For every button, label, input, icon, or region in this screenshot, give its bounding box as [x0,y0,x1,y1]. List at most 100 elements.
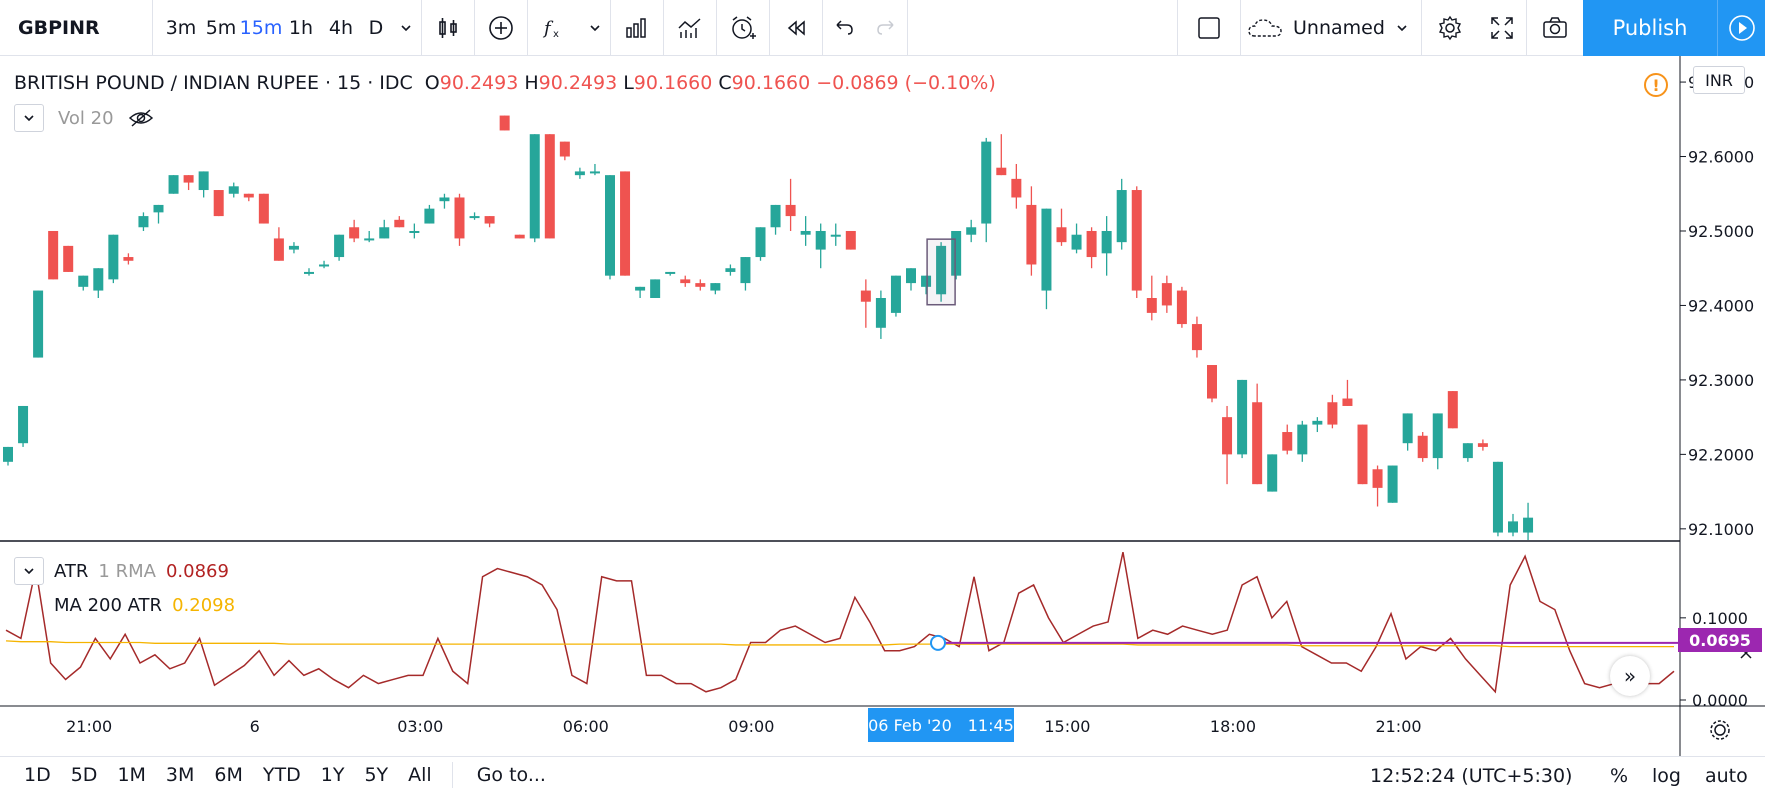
fullscreen-expand-icon[interactable] [1478,0,1526,56]
chevron-down-icon [24,568,34,575]
candle-body [1492,461,1503,533]
candle-body [755,227,766,258]
ma-atr-series-line [5,640,1674,648]
time-tick-label: 15:00 [1044,717,1090,736]
currency-label[interactable]: INR [1693,66,1745,94]
interval-4h[interactable]: 4h [328,16,354,39]
interval-1h[interactable]: 1h [288,16,314,39]
atr-collapse-button[interactable] [14,557,44,585]
compare-plus-icon[interactable] [475,0,527,56]
data-warning-icon[interactable]: ! [1644,73,1668,97]
candle-body [1131,190,1142,291]
indicators-chevron-icon[interactable] [580,0,610,56]
toolbar-divider [152,0,153,56]
auto-toggle[interactable]: auto [1705,764,1748,787]
range-3m[interactable]: 3M [165,764,195,786]
candle-body [1237,379,1248,455]
range-1d[interactable]: 1D [24,764,51,786]
candle-body [1462,443,1473,459]
toolbar-divider [1526,0,1527,56]
snapshot-camera-icon[interactable] [1527,0,1583,56]
candle-body [123,257,134,261]
log-toggle[interactable]: log [1652,764,1681,787]
symbol-legend: BRITISH POUND / INDIAN RUPEE · 15 · IDC … [14,72,996,94]
candle-body [1071,234,1082,250]
atr-legend: ATR 1 RMA 0.0869 MA 200 ATR 0.2098 [14,554,235,622]
candle-body [484,216,495,224]
toolbar-divider [1177,0,1178,56]
candle-body [198,171,209,191]
range-ytd[interactable]: YTD [262,764,301,786]
time-tick-label: 6 [250,717,260,736]
alert-clock-icon[interactable] [717,0,769,56]
candle-body [1387,465,1398,503]
candle-body [936,245,947,295]
hidden-eye-icon[interactable] [128,108,154,128]
toolbar-divider [663,0,664,56]
candle-body [1176,290,1187,325]
toolbar-divider [1421,0,1422,56]
scroll-to-realtime-button[interactable]: » [1610,656,1650,696]
candle-body [334,234,345,258]
toolbar-divider [1240,0,1241,56]
interval-15m[interactable]: 15m [239,16,283,39]
atr-tick-label: 0.0000 [1692,691,1748,710]
range-1y[interactable]: 1Y [320,764,345,786]
atr-value: 0.0869 [165,560,229,582]
interval-dropdown-chevron-icon[interactable] [391,0,421,56]
bottom-toolbar: 1D 5D 1M 3M 6M YTD 1Y 5Y All Go to... 12… [0,756,1765,793]
clock-timezone[interactable]: 12:52:24 (UTC+5:30) [1370,764,1573,787]
layout-name-button[interactable]: Unnamed [1241,0,1421,56]
price-tick-label: 92.6000 [1688,148,1754,167]
interval-3m[interactable]: 3m [165,16,197,39]
candle-body [183,175,194,183]
candle-body [258,193,269,224]
fullscreen-square-icon[interactable] [1178,0,1240,56]
candle-body [800,230,811,235]
financials-bar-icon[interactable] [611,0,663,56]
crosshair-point [930,634,946,651]
percent-toggle[interactable]: % [1610,764,1629,787]
price-tick-label: 92.4000 [1688,296,1754,315]
undo-icon[interactable] [823,0,865,56]
candle-body [725,268,736,272]
settings-gear-icon[interactable] [1422,0,1478,56]
replay-play-button[interactable] [1717,0,1765,56]
templates-chart-icon[interactable] [664,0,716,56]
publish-button[interactable]: Publish [1583,0,1717,56]
candle-body [1252,402,1263,485]
candle-body [860,290,871,302]
ma-name: MA 200 ATR [54,594,163,616]
candle-body [1523,517,1534,533]
candle-body [138,216,149,228]
spacer [153,0,161,56]
candle-body [845,230,856,250]
candle-body [830,234,841,237]
range-5d[interactable]: 5D [70,764,98,786]
ohlc-open: O90.2493 [425,72,519,94]
candle-body [514,234,525,239]
toolbar-divider [769,0,770,56]
range-all[interactable]: All [408,764,432,786]
goto-button[interactable]: Go to... [476,764,546,786]
atr-tick-label: 0.1000 [1692,609,1748,628]
chart-canvas[interactable]: 92.700092.600092.500092.400092.300092.20… [0,56,1765,756]
toolbar-divider [474,0,475,56]
interval-d[interactable]: D [368,16,384,39]
ohlc-low: L90.1660 [623,72,712,94]
interval-5m[interactable]: 5m [205,16,237,39]
redo-icon[interactable] [865,0,907,56]
range-1m[interactable]: 1M [117,764,146,786]
replay-rewind-icon[interactable] [770,0,822,56]
range-6m[interactable]: 6M [214,764,243,786]
ohlc-high-value: 90.2493 [538,72,618,94]
symbol-search[interactable]: GBPINR [18,16,100,39]
candle-style-icon[interactable] [422,0,474,56]
range-5y[interactable]: 5Y [364,764,389,786]
volume-legend: Vol 20 [14,104,154,132]
candle-body [1447,391,1458,429]
price-tick-label: 92.1000 [1688,520,1754,539]
legend-collapse-button[interactable] [14,104,44,132]
candle-body [319,264,330,267]
